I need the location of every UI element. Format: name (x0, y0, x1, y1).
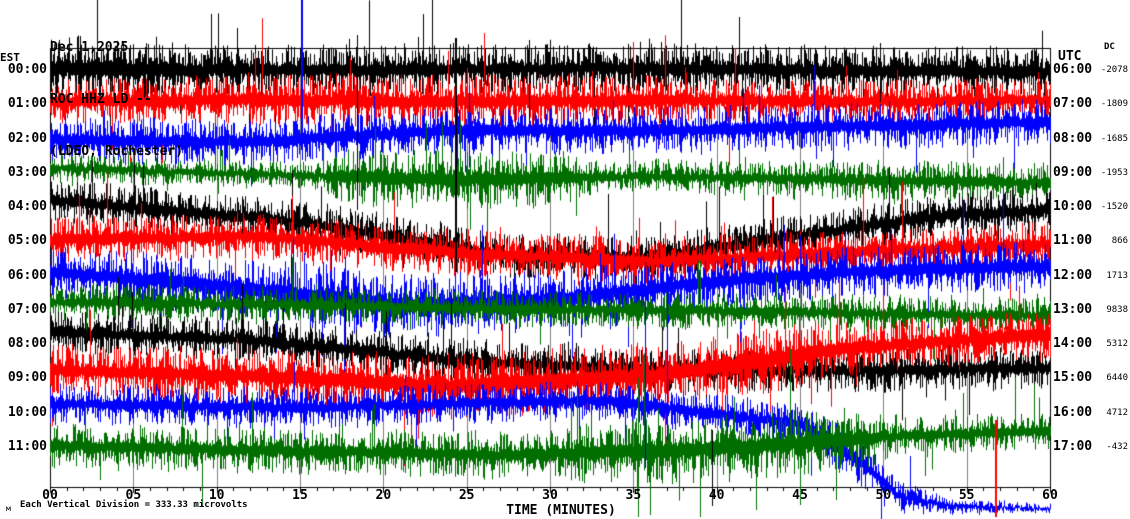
x-tick-label: 30 (542, 488, 558, 503)
est-hour-label: 04:00 (7, 199, 47, 215)
est-hour-label: 07:00 (7, 301, 47, 317)
dc-value: -1520 (1100, 202, 1128, 213)
left-axis-header: EST (0, 51, 20, 64)
x-tick-label: 45 (792, 488, 808, 503)
utc-hour-label: 11:00 (1053, 233, 1093, 249)
utc-hour-label: 17:00 (1053, 439, 1093, 454)
x-tick-label: 25 (458, 488, 475, 503)
est-hour-label: 05:00 (7, 233, 47, 249)
dc-value: 5312 (1106, 339, 1128, 350)
x-tick-label: 20 (375, 488, 392, 503)
est-hour-label: 10:00 (7, 404, 47, 420)
est-hour-label: 06:00 (7, 267, 47, 283)
x-tick-label: 35 (625, 488, 642, 503)
x-tick-label: 10 (208, 488, 225, 503)
est-hour-label: 08:00 (7, 336, 47, 352)
utc-hour-label: 08:00 (1053, 130, 1093, 146)
title-date: Dec 1,2025 (50, 40, 129, 55)
est-hour-label: 02:00 (7, 130, 47, 146)
x-tick-label: 40 (708, 488, 725, 503)
dc-value: -1809 (1100, 99, 1128, 110)
dc-value: 1713 (1106, 270, 1128, 281)
x-tick-label: 55 (958, 488, 975, 503)
x-tick-label: 60 (1042, 488, 1058, 503)
dc-value: -2078 (1100, 65, 1128, 75)
title-location: (LDEO, Rochester) (50, 144, 184, 159)
dc-value: -432 (1106, 442, 1128, 452)
title-station: ROC HHZ LD -- (50, 92, 152, 107)
est-hour-label: 01:00 (7, 96, 47, 112)
utc-hour-label: 09:00 (1053, 164, 1093, 180)
est-hour-label: 00:00 (7, 62, 47, 77)
dc-value: 4712 (1106, 407, 1128, 418)
scale-note: Each Vertical Division = 333.33 microvol… (20, 500, 248, 510)
utc-hour-label: 06:00 (1053, 62, 1093, 77)
x-axis-title: TIME (MINUTES) (506, 503, 616, 518)
dc-value: -1953 (1100, 167, 1128, 178)
dc-value: -1685 (1100, 133, 1128, 144)
x-tick-label: 15 (292, 488, 308, 503)
est-hour-label: 09:00 (7, 370, 47, 386)
utc-hour-label: 14:00 (1053, 336, 1093, 352)
est-hour-label: 11:00 (7, 439, 47, 454)
dc-column-header: DC (1104, 42, 1115, 52)
x-tick-label: 00 (42, 488, 58, 503)
dc-value: 866 (1111, 236, 1128, 247)
x-tick-label: 05 (125, 488, 142, 503)
right-axis-header: UTC (1058, 49, 1082, 64)
utc-hour-label: 10:00 (1053, 199, 1093, 215)
utc-hour-label: 12:00 (1053, 267, 1093, 283)
utc-hour-label: 07:00 (1053, 96, 1093, 112)
dc-value: 9838 (1106, 304, 1128, 315)
utc-hour-label: 13:00 (1053, 301, 1093, 317)
dc-value: 6440 (1106, 373, 1128, 384)
est-hour-label: 03:00 (7, 164, 47, 180)
watermark-icon: м (6, 504, 11, 513)
utc-hour-label: 16:00 (1053, 404, 1093, 420)
utc-hour-label: 15:00 (1053, 370, 1093, 386)
x-tick-label: 50 (875, 488, 892, 503)
